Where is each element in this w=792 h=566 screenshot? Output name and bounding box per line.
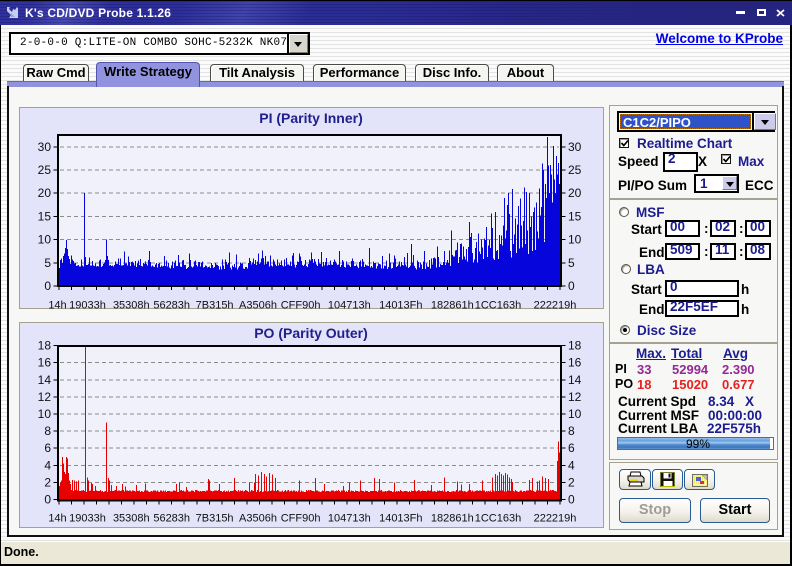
svg-text:19033h: 19033h [69,513,106,525]
svg-text:30: 30 [38,140,52,154]
svg-text:2: 2 [44,475,51,489]
svg-text:30: 30 [568,140,582,154]
svg-text:14013Fh: 14013Fh [379,513,422,525]
svg-text:PI (Parity Inner): PI (Parity Inner) [259,110,362,126]
svg-text:12: 12 [38,390,52,404]
svg-text:14h: 14h [48,513,66,525]
svg-text:5: 5 [44,256,51,270]
svg-text:16: 16 [38,356,52,370]
svg-text:5: 5 [568,256,575,270]
svg-text:14013Fh: 14013Fh [379,300,422,310]
svg-text:A3506h: A3506h [239,513,277,525]
svg-text:PO (Parity Outer): PO (Parity Outer) [254,325,368,341]
svg-text:10: 10 [568,233,582,247]
svg-text:7B315h: 7B315h [196,513,234,525]
svg-text:12: 12 [568,390,582,404]
svg-text:10: 10 [568,407,582,421]
svg-text:19033h: 19033h [69,300,106,310]
svg-text:8: 8 [44,424,51,438]
svg-text:CFF90h: CFF90h [281,300,321,310]
svg-text:7B315h: 7B315h [196,300,234,310]
svg-text:18: 18 [568,339,582,353]
svg-text:15: 15 [568,209,582,223]
svg-text:4: 4 [568,458,575,472]
svg-text:A3506h: A3506h [239,300,277,310]
svg-text:20: 20 [568,186,582,200]
svg-text:0: 0 [44,279,51,293]
svg-text:2: 2 [568,475,575,489]
svg-text:0: 0 [568,279,575,293]
svg-text:182861h: 182861h [431,300,474,310]
svg-text:8: 8 [568,424,575,438]
svg-text:14: 14 [38,373,52,387]
svg-text:0: 0 [44,493,51,507]
svg-text:56283h: 56283h [153,300,190,310]
svg-text:CFF90h: CFF90h [281,513,321,525]
svg-text:56283h: 56283h [153,513,190,525]
svg-text:35308h: 35308h [113,513,150,525]
svg-text:18: 18 [38,339,52,353]
svg-text:15: 15 [38,209,52,223]
svg-text:14: 14 [568,373,582,387]
svg-text:104713h: 104713h [328,513,371,525]
svg-text:20: 20 [38,186,52,200]
svg-text:4: 4 [44,458,51,472]
svg-text:25: 25 [38,163,52,177]
svg-text:1CC163h: 1CC163h [475,300,521,310]
svg-text:25: 25 [568,163,582,177]
svg-text:6: 6 [44,441,51,455]
svg-text:10: 10 [38,407,52,421]
svg-text:1CC163h: 1CC163h [475,513,521,525]
svg-text:104713h: 104713h [328,300,371,310]
svg-text:35308h: 35308h [113,300,150,310]
svg-text:10: 10 [38,233,52,247]
svg-text:0: 0 [568,493,575,507]
svg-text:182861h: 182861h [431,513,474,525]
svg-text:222219h: 222219h [534,513,577,525]
svg-text:6: 6 [568,441,575,455]
svg-text:14h: 14h [48,300,66,310]
svg-text:222219h: 222219h [534,300,577,310]
svg-text:16: 16 [568,356,582,370]
